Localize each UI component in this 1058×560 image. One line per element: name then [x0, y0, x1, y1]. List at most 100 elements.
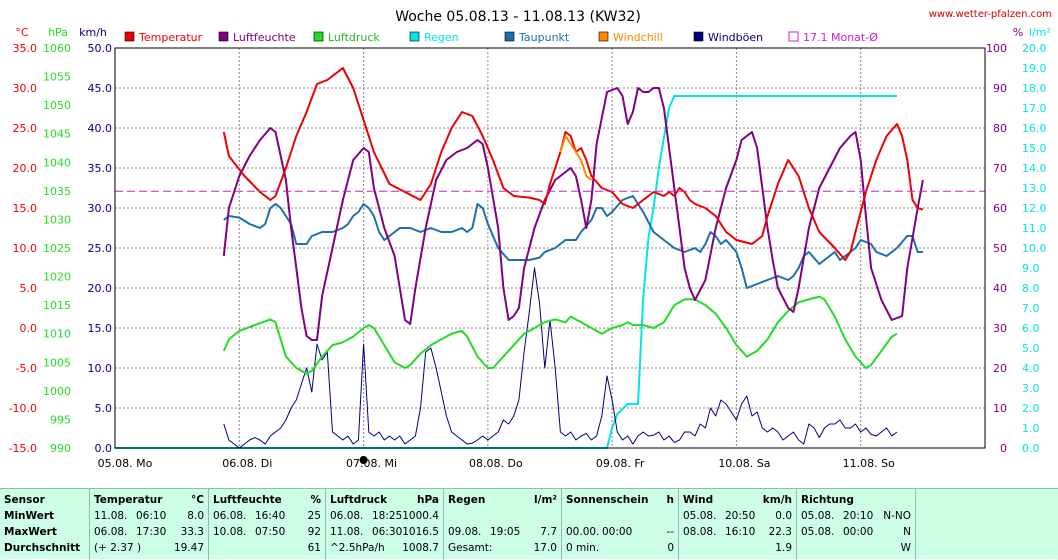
wind-max-time: 16:10 — [725, 526, 756, 538]
tick-x: 07.08. Mi — [346, 457, 397, 470]
humidity-min-date: 06.08. — [213, 510, 247, 522]
legend-item-rain: Regen — [409, 31, 459, 44]
stats-pressure: Luftdruck hPa 06.08. 18:25 1000.4 11.08. 06:… — [325, 489, 443, 560]
stats-row-labels: Sensor MinWert MaxWert Durchschnitt — [0, 489, 89, 560]
tick-wind: 40.0 — [88, 122, 113, 135]
series-gust — [223, 267, 898, 449]
series-dewpoint — [223, 195, 923, 289]
pressure-max-time: 06:30 — [372, 526, 403, 538]
tick-x: 11.08. So — [843, 457, 895, 470]
rain-max-date: 09.08. — [448, 526, 482, 538]
weather-week-chart: Woche 05.08.13 - 11.08.13 (KW32) www.wet… — [9, 9, 1052, 470]
humidity-unit: % — [310, 494, 321, 506]
direction-avg-value: W — [900, 542, 911, 554]
legend: Temperatur Luftfeuchte Luftdruck Regen Taupu… — [124, 31, 878, 44]
tick-pressure: 1030 — [43, 213, 71, 226]
tick-temperature: -10.0 — [9, 402, 37, 415]
pressure-min-time: 18:25 — [372, 510, 403, 522]
tick-humidity: 10 — [993, 402, 1007, 415]
tick-x: 05.08. Mo — [98, 457, 153, 470]
humidity-min-value: 25 — [307, 510, 321, 522]
plot-border — [114, 47, 986, 449]
tick-rain: 14.0 — [1022, 162, 1047, 175]
direction-min-date: 05.08. — [801, 510, 835, 522]
legend-swatch — [409, 31, 420, 42]
tick-rain: 12.0 — [1022, 202, 1047, 215]
stats-table: Sensor MinWert MaxWert Durchschnitt Temp… — [0, 488, 1058, 560]
tick-wind: 30.0 — [88, 202, 113, 215]
tick-x: 10.08. Sa — [718, 457, 770, 470]
tick-temperature: 20.0 — [13, 162, 38, 175]
tick-pressure: 1060 — [43, 42, 71, 55]
unit-temperature: °C — [15, 26, 29, 39]
tick-pressure: 1055 — [43, 71, 71, 84]
legend-item-monthly: 17.1 Monat-Ø — [788, 31, 878, 44]
unit-humidity: % — [1013, 26, 1023, 39]
tick-pressure: 1020 — [43, 271, 71, 284]
legend-swatch — [124, 31, 135, 42]
tick-rain: 18.0 — [1022, 82, 1047, 95]
temperature-max-date: 06.08. — [94, 526, 128, 538]
rain-unit: l/m² — [534, 494, 557, 506]
wind-avg-value: 1.9 — [775, 542, 792, 554]
direction-max-time: 00:00 — [843, 526, 874, 538]
tick-rain: 2.0 — [1022, 402, 1040, 415]
row-label-min: MinWert — [4, 510, 55, 522]
rain-header: Regen — [448, 494, 486, 506]
humidity-max-value: 92 — [307, 526, 321, 538]
tick-humidity: 80 — [993, 122, 1007, 135]
rain-total-label: Gesamt: — [448, 542, 493, 554]
temperature-min-value: 8.0 — [187, 510, 204, 522]
direction-max-date: 05.08. — [801, 526, 835, 538]
tick-temperature: 0.0 — [20, 322, 38, 335]
tick-rain: 20.0 — [1022, 42, 1047, 55]
tick-rain: 1.0 — [1022, 422, 1040, 435]
tick-temperature: 5.0 — [20, 282, 38, 295]
tick-rain: 10.0 — [1022, 242, 1047, 255]
legend-label: Windchill — [613, 31, 663, 44]
tick-temperature: 30.0 — [13, 82, 38, 95]
tick-rain: 4.0 — [1022, 362, 1040, 375]
tick-wind: 5.0 — [95, 402, 113, 415]
legend-label: Windböen — [708, 31, 763, 44]
tick-humidity: 50 — [993, 242, 1007, 255]
legend-item-pressure: Luftdruck — [313, 31, 380, 44]
tick-rain: 6.0 — [1022, 322, 1040, 335]
pressure-header: Luftdruck — [330, 494, 388, 506]
unit-rain: l/m² — [1029, 26, 1051, 39]
tick-humidity: 100 — [986, 42, 1007, 55]
tick-pressure: 995 — [50, 413, 71, 426]
pressure-avg-value: 1008.7 — [402, 542, 439, 554]
legend-label: Temperatur — [138, 31, 203, 44]
pressure-unit: hPa — [417, 494, 439, 506]
sunshine-unit: h — [666, 494, 674, 506]
wind-unit: km/h — [762, 494, 792, 506]
legend-label: Taupunkt — [518, 31, 570, 44]
wind-header: Wind — [683, 494, 714, 506]
pressure-max-value: 1016.5 — [402, 526, 439, 538]
tick-rain: 7.0 — [1022, 302, 1040, 315]
tick-wind: 25.0 — [88, 242, 113, 255]
direction-max-value: N — [903, 526, 911, 538]
temperature-max-value: 33.3 — [180, 526, 204, 538]
rain-max-value: 7.7 — [540, 526, 557, 538]
tick-temperature: -5.0 — [16, 362, 37, 375]
row-label-max: MaxWert — [4, 526, 57, 538]
tick-pressure: 1045 — [43, 128, 71, 141]
rain-max-time: 19:05 — [490, 526, 521, 538]
site-url: www.wetter-pfalzen.com — [929, 9, 1052, 20]
tick-pressure: 1010 — [43, 328, 71, 341]
tick-wind: 10.0 — [88, 362, 113, 375]
series-pressure — [222, 295, 898, 375]
temperature-header: Temperatur — [94, 494, 163, 506]
temperature-max-time: 17:30 — [136, 526, 167, 538]
rain-total-value: 17.0 — [533, 542, 557, 554]
temperature-unit: °C — [191, 494, 204, 506]
pressure-trend: ^2.5hPa/h — [330, 542, 385, 554]
grid — [115, 48, 985, 448]
tick-pressure: 1005 — [43, 356, 71, 369]
tick-wind: 15.0 — [88, 322, 113, 335]
wind-max-value: 22.3 — [768, 526, 792, 538]
sunshine-max-time: 00:00 — [602, 526, 633, 538]
tick-wind: 35.0 — [88, 162, 113, 175]
